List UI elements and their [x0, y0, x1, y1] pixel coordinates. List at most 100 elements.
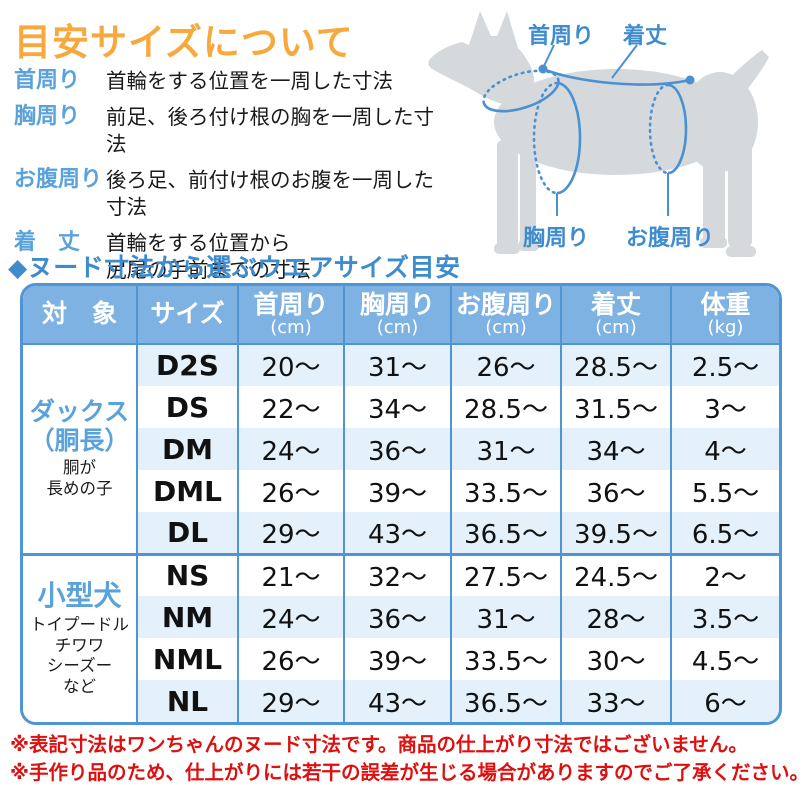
header-belly: お腹周り (cm)	[451, 286, 562, 345]
table-row: ダックス （胴長） 胴が 長めの子 D2S 20～ 31～ 26～ 28.5～ 2…	[23, 344, 779, 554]
group-cell-small-dog: 小型犬 トイプードル チワワ シーズー など	[23, 552, 138, 722]
chest-value: 43～	[344, 680, 452, 722]
weight-value: 2.5～	[671, 344, 779, 386]
length-value: 28～	[561, 596, 672, 638]
length-value: 36～	[561, 470, 672, 512]
weight-value: 4.5～	[671, 638, 779, 680]
length-value: 28.5～	[561, 344, 672, 386]
footnote-2: ※手作り品のため、仕上がりには若干の誤差が生じる場合がありますのでご了承ください…	[10, 761, 800, 785]
size-code: NL	[137, 680, 239, 722]
neck-value: 22～	[238, 386, 345, 428]
chest-value: 32～	[344, 552, 452, 596]
header-target: 対 象	[23, 286, 138, 345]
dog-silhouette	[428, 11, 769, 257]
measurement-marks	[482, 44, 691, 216]
curve-endpoints	[538, 64, 695, 85]
weight-value: 4～	[671, 428, 779, 470]
diagram-neck-label: 首周り	[528, 24, 595, 49]
weight-value: 6.5～	[671, 512, 779, 554]
definition-term: 胸周り	[14, 104, 81, 130]
length-leader-line	[611, 44, 638, 79]
table-row: 小型犬 トイプードル チワワ シーズー など NS 21～ 32～ 27.5～ …	[23, 552, 779, 722]
size-code: DM	[137, 428, 239, 470]
length-value: 30～	[561, 638, 672, 680]
chest-value: 36～	[344, 596, 452, 638]
back-length-curve	[542, 67, 691, 86]
definition-belly: お腹周り 後ろ足、前付け根のお腹を一周した寸法	[14, 167, 434, 221]
size-code: NS	[137, 552, 239, 596]
neck-value: 26～	[238, 638, 345, 680]
group-cell-dachshund: ダックス （胴長） 胴が 長めの子	[23, 344, 138, 554]
belly-value: 36.5～	[451, 512, 562, 554]
chest-value: 34～	[344, 386, 452, 428]
header-weight: 体重 (kg)	[671, 286, 779, 345]
size-code: DL	[137, 512, 239, 554]
belly-value: 33.5～	[451, 638, 562, 680]
length-value: 34～	[561, 428, 672, 470]
definition-neck: 首周り 首輪をする位置を一周した寸法	[14, 68, 434, 95]
belly-value: 31～	[451, 428, 562, 470]
belly-ring	[648, 83, 688, 175]
length-value: 39.5～	[561, 512, 672, 554]
table-row: NL 29～ 43～ 36.5～ 33～ 6～	[23, 680, 779, 722]
table-header-row: 対 象 サイズ 首周り (cm) 胸周り (cm) お腹周り (cm) 着丈 (cm) …	[23, 286, 779, 345]
neck-value: 29～	[238, 512, 345, 554]
definition-term: お腹周り	[14, 167, 103, 193]
chest-value: 39～	[344, 638, 452, 680]
definition-term: 首周り	[14, 68, 81, 93]
header-length: 着丈 (cm)	[561, 286, 672, 345]
neck-value: 29～	[238, 680, 345, 722]
weight-value: 3.5～	[671, 596, 779, 638]
weight-value: 2～	[671, 552, 779, 596]
size-code: NML	[137, 638, 239, 680]
neck-value: 26～	[238, 470, 345, 512]
belly-value: 31～	[451, 596, 562, 638]
definition-length: 着 丈 首輪をする位置から 尻尾の手前までの寸法	[14, 230, 434, 284]
table-row: DL 29～ 43～ 36.5～ 39.5～ 6.5～	[23, 512, 779, 554]
table-row: NM 24～ 36～ 31～ 28～ 3.5～	[23, 596, 779, 638]
diagram-belly-label: お腹周り	[626, 226, 715, 251]
definition-desc: 前足、後ろ付け根の胸を一周した寸法	[106, 105, 434, 157]
definition-desc-line1: 首輪をする位置から	[106, 231, 291, 256]
belly-value: 33.5～	[451, 470, 562, 512]
definition-desc: 首輪をする位置を一周した寸法	[106, 69, 393, 93]
chest-value: 43～	[344, 512, 452, 554]
size-code: D2S	[137, 344, 239, 386]
measurement-definitions: 首周り 首輪をする位置を一周した寸法 胸周り 前足、後ろ付け根の胸を一周した寸法…	[14, 68, 434, 293]
neck-value: 24～	[238, 428, 345, 470]
header-neck: 首周り (cm)	[238, 286, 345, 345]
neck-ring	[482, 69, 560, 113]
belly-value: 36.5～	[451, 680, 562, 722]
definition-chest: 胸周り 前足、後ろ付け根の胸を一周した寸法	[14, 104, 434, 158]
weight-value: 3～	[671, 386, 779, 428]
table-row: DM 24～ 36～ 31～ 34～ 4～	[23, 428, 779, 470]
page-title: 目安サイズについて	[14, 21, 354, 64]
footnotes: ※表記寸法はワンちゃんのヌード寸法です。商品の仕上がり寸法ではございません。 ※…	[10, 731, 800, 788]
neck-value: 20～	[238, 344, 345, 386]
footnote-1: ※表記寸法はワンちゃんのヌード寸法です。商品の仕上がり寸法ではございません。	[10, 733, 748, 756]
size-code: DS	[137, 386, 239, 428]
chest-value: 31～	[344, 344, 452, 386]
belly-value: 26～	[451, 344, 562, 386]
size-table: 対 象 サイズ 首周り (cm) 胸周り (cm) お腹周り (cm) 着丈 (cm) …	[20, 283, 782, 725]
length-value: 31.5～	[561, 386, 672, 428]
table-row: DML 26～ 39～ 33.5～ 36～ 5.5～	[23, 470, 779, 512]
size-code: DML	[137, 470, 239, 512]
size-code: NM	[137, 596, 239, 638]
chest-value: 36～	[344, 428, 452, 470]
chest-ring	[532, 81, 582, 195]
length-value: 24.5～	[561, 552, 672, 596]
header-size: サイズ	[137, 286, 239, 345]
neck-value: 24～	[238, 596, 345, 638]
table-row: NML 26～ 39～ 33.5～ 30～ 4.5～	[23, 638, 779, 680]
neck-value: 21～	[238, 552, 345, 596]
length-value: 33～	[561, 680, 672, 722]
size-table-heading: ◆ヌード寸法から選ぶウエアサイズ目安	[8, 253, 461, 282]
definition-desc: 首輪をする位置から 尻尾の手前までの寸法	[106, 230, 311, 284]
belly-value: 27.5～	[451, 552, 562, 596]
definition-desc-line2: 尻尾の手前までの寸法	[106, 258, 311, 283]
header-chest: 胸周り (cm)	[344, 286, 452, 345]
table-row: DS 22～ 34～ 28.5～ 31.5～ 3～	[23, 386, 779, 428]
definition-term: 着 丈	[14, 230, 81, 256]
